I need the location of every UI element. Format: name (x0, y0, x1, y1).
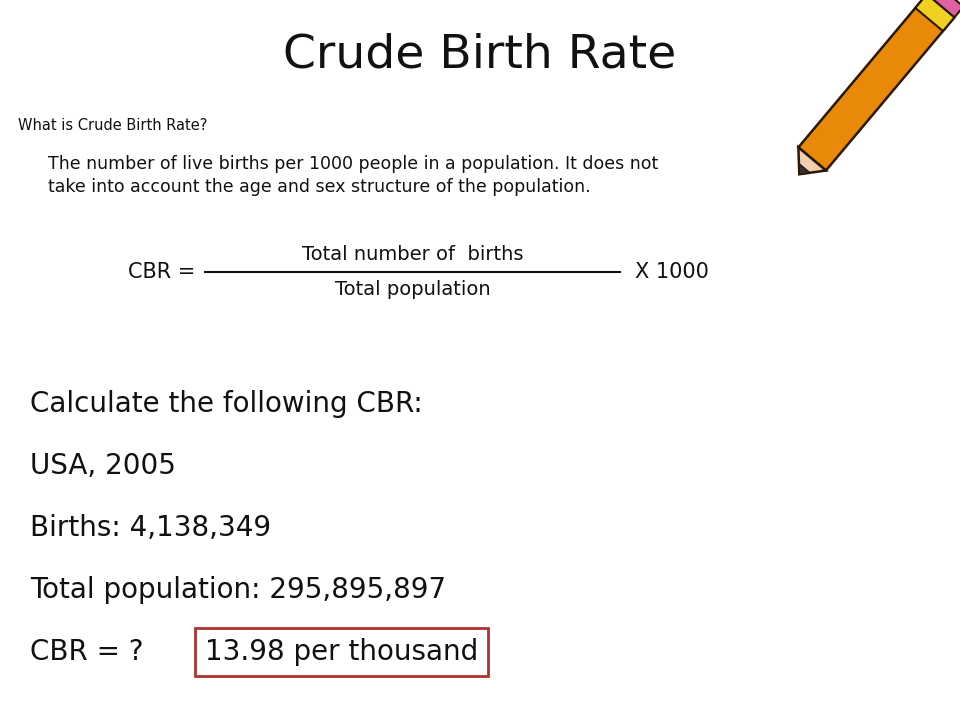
Text: Crude Birth Rate: Crude Birth Rate (283, 32, 677, 78)
Polygon shape (927, 0, 960, 17)
Text: Total number of  births: Total number of births (301, 245, 523, 264)
Text: 13.98 per thousand: 13.98 per thousand (205, 638, 478, 666)
Text: USA, 2005: USA, 2005 (30, 452, 176, 480)
Polygon shape (799, 0, 954, 171)
Text: Births: 4,138,349: Births: 4,138,349 (30, 514, 271, 542)
Text: take into account the age and sex structure of the population.: take into account the age and sex struct… (48, 178, 590, 196)
Polygon shape (799, 163, 810, 174)
Text: Total population: Total population (335, 280, 491, 299)
Text: CBR =: CBR = (128, 262, 195, 282)
Text: What is Crude Birth Rate?: What is Crude Birth Rate? (18, 118, 207, 133)
Polygon shape (799, 148, 826, 174)
Text: The number of live births per 1000 people in a population. It does not: The number of live births per 1000 peopl… (48, 155, 659, 173)
Text: CBR = ?: CBR = ? (30, 638, 144, 666)
Text: Total population: 295,895,897: Total population: 295,895,897 (30, 576, 446, 604)
Polygon shape (915, 0, 954, 31)
Text: X 1000: X 1000 (635, 262, 708, 282)
Text: Calculate the following CBR:: Calculate the following CBR: (30, 390, 422, 418)
